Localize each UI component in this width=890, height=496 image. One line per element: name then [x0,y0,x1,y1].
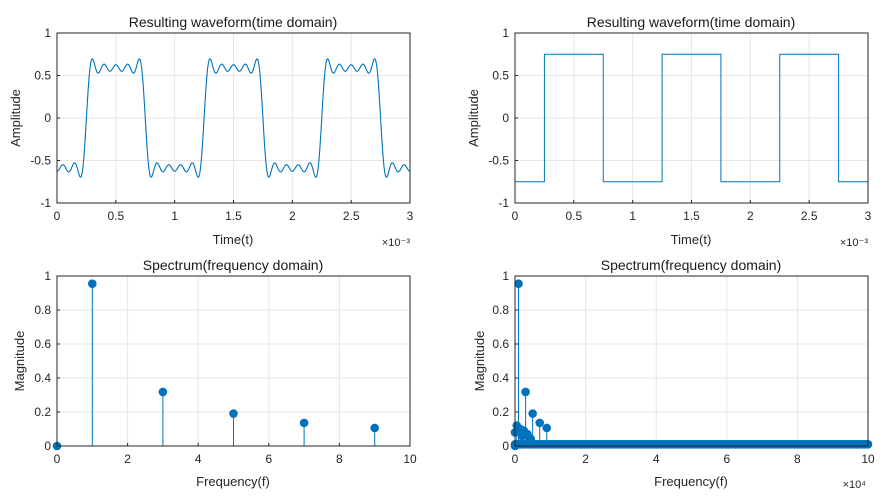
grid [514,32,869,204]
x-tick-label: 0 [54,209,61,223]
y-tick-label: -0.5 [30,154,51,168]
stem-marker [514,279,523,288]
y-tick-label: 0.2 [492,405,509,419]
x-tick-label: 2 [747,209,754,223]
x-tick-label: 2.5 [801,209,818,223]
y-tick-label: 0.5 [492,69,509,83]
y-tick-labels: -1 -0.5 0 0.5 1 [488,26,509,210]
y-tick-label: 0 [44,439,51,453]
stem-series [52,279,380,451]
chart-title: Spectrum(frequency domain) [601,257,782,273]
y-tick-label: 0.6 [492,337,509,351]
y-tick-labels: 0 0.2 0.4 0.6 0.8 1 [492,269,509,453]
x-tick-label: 2 [582,452,589,466]
x-tick-label: 0.5 [565,209,582,223]
x-tick-label: 0.5 [107,209,124,223]
x-tick-label: 3 [407,209,414,223]
spectrum-chart-left: Spectrum(frequency domain) 0 2 4 6 8 10 00.20… [12,257,417,489]
x-tick-label: 1 [629,209,636,223]
x-tick-label: 8 [336,452,343,466]
x-tick-labels: 0 2 4 6 8 10 [54,452,417,466]
x-tick-label: 2.5 [343,209,360,223]
stem-series [510,279,873,451]
stem-marker [542,423,552,433]
y-tick-label: -0.5 [488,154,509,168]
y-axis-label: Amplitude [466,89,481,147]
chart-title: Resulting waveform(time domain) [587,14,796,30]
y-axis-label: Magnitude [12,331,27,392]
plot-frame [56,32,411,204]
x-exponent-label: ×10⁻³ [840,237,868,249]
y-tick-label: 1 [502,269,509,283]
y-tick-label: 0.8 [34,303,51,317]
stem-marker [229,409,238,418]
x-tick-label: 10 [861,452,875,466]
y-tick-label: 0.2 [34,405,51,419]
stem-marker [528,409,537,418]
x-axis-label: Time(t) [671,232,712,247]
spectrum-chart-right: Spectrum(frequency domain) 0 2 4 6 8 10 00.20… [472,257,875,491]
x-tick-label: 0 [512,452,519,466]
stem-marker [535,418,545,428]
y-tick-label: 0.4 [492,371,509,385]
chart-title: Spectrum(frequency domain) [143,257,324,273]
waveform-series [515,53,868,183]
grid [56,32,411,204]
x-tick-labels: 0 2 4 6 8 10 [512,452,875,466]
x-axis-label: Time(t) [213,232,254,247]
y-tick-label: 0 [502,111,509,125]
x-tick-label: 4 [653,452,660,466]
x-axis-label: Frequency(f) [654,474,728,489]
time-domain-chart-left: Resulting waveform(time domain) 0 0.5 1 1.5… [8,14,414,249]
x-tick-label: 1 [171,209,178,223]
x-tick-label: 10 [403,452,417,466]
y-tick-label: 0.4 [34,371,51,385]
x-tick-label: 6 [723,452,730,466]
x-tick-labels: 0 0.5 1 1.5 2 2.5 3 [512,209,872,223]
square-wave-line [515,53,868,183]
grid [514,275,869,447]
plot-frame [514,275,869,447]
y-tick-labels: -1 -0.5 0 0.5 1 [30,26,51,210]
x-axis-label: Frequency(f) [196,474,270,489]
x-tick-label: 4 [195,452,202,466]
plot-frame [56,275,411,447]
x-tick-label: 0 [512,209,519,223]
y-tick-label: -1 [40,196,51,210]
y-tick-labels: 0 0.2 0.4 0.6 0.8 1 [34,269,51,453]
stem-marker [88,279,97,288]
chart-title: Resulting waveform(time domain) [129,14,338,30]
y-tick-label: 1 [502,26,509,40]
y-tick-label: 0.5 [34,69,51,83]
y-tick-label: 0 [44,111,51,125]
stem-marker [370,423,380,433]
time-domain-chart-right: Resulting waveform(time domain) 0 0.5 1 1.5… [466,14,872,249]
y-tick-label: -1 [498,196,509,210]
y-tick-label: 0.8 [492,303,509,317]
y-axis-label: Amplitude [8,89,23,147]
x-tick-label: 6 [265,452,272,466]
y-tick-label: 0.6 [34,337,51,351]
x-tick-label: 1.5 [225,209,242,223]
y-tick-label: 0 [502,439,509,453]
x-tick-label: 8 [794,452,801,466]
waveform-series [56,58,411,178]
waveform-line [56,58,411,178]
x-exponent-label: ×10⁴ [843,479,867,491]
x-tick-labels: 0 0.5 1 1.5 2 2.5 3 [54,209,414,223]
x-exponent-label: ×10⁻³ [382,237,410,249]
plot-frame [514,32,869,204]
x-tick-label: 2 [289,209,296,223]
x-tick-label: 0 [54,452,61,466]
y-tick-label: 1 [44,269,51,283]
x-tick-label: 2 [124,452,131,466]
y-tick-label: 1 [44,26,51,40]
stem-marker [158,387,168,397]
x-tick-label: 3 [865,209,872,223]
stem-marker [299,418,309,428]
stem-marker [521,387,530,397]
y-axis-label: Magnitude [472,331,487,392]
x-tick-label: 1.5 [683,209,700,223]
